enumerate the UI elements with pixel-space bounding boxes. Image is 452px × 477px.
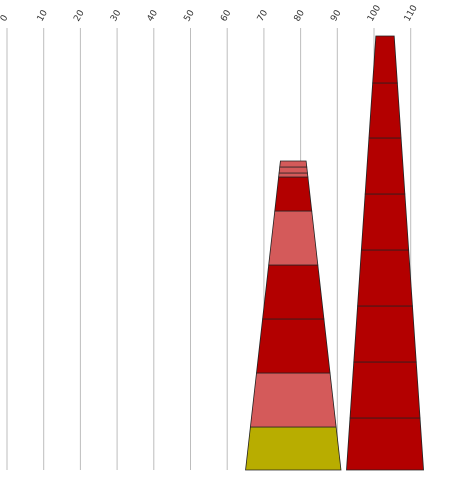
stack-segment: [360, 193, 410, 251]
stack-segment: [274, 176, 313, 212]
stack-segment: [249, 372, 337, 428]
x-tick-label: 30: [109, 8, 124, 23]
stack-segment: [278, 172, 309, 178]
stack-segment: [368, 82, 402, 139]
stack-segment: [346, 417, 424, 471]
stack-segment: [364, 137, 406, 195]
grid-layer: [6, 28, 412, 470]
x-tick-label: 0: [0, 13, 11, 23]
tick-label-layer: 0 10 20 30 40 50 60 70 80 90 100 110: [0, 3, 420, 23]
x-tick-label: 80: [293, 8, 308, 23]
stack-segment: [357, 249, 413, 307]
x-tick-label: 90: [329, 8, 344, 23]
x-tick-label: 20: [72, 8, 87, 23]
stack-segment: [262, 264, 325, 320]
x-tick-label: 50: [182, 8, 197, 23]
stack-1: [245, 160, 342, 471]
stack-segment: [268, 210, 319, 266]
stack-layer: [245, 35, 424, 471]
x-tick-label: 110: [403, 3, 420, 23]
x-tick-label: 100: [366, 3, 383, 23]
x-tick-label: 40: [146, 8, 161, 23]
stack-segment: [279, 160, 308, 168]
stack-2: [346, 35, 424, 471]
stack-segment: [278, 166, 308, 174]
stack-segment: [256, 318, 331, 374]
stack-segment: [349, 361, 421, 419]
stack-segment: [372, 35, 398, 84]
x-tick-label: 10: [36, 8, 51, 23]
stack-segment: [353, 305, 417, 363]
stack-segment: [245, 426, 342, 471]
x-tick-label: 60: [219, 8, 234, 23]
x-tick-label: 70: [256, 8, 271, 23]
